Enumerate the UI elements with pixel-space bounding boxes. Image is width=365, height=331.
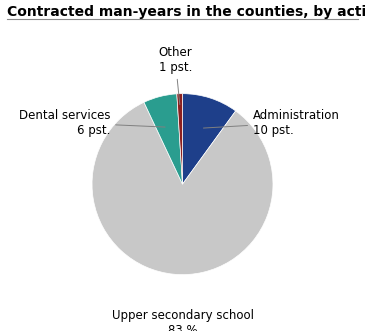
Wedge shape xyxy=(144,94,182,184)
Wedge shape xyxy=(92,102,273,275)
Wedge shape xyxy=(182,94,236,184)
Text: Contracted man-years in the counties, by activty: Contracted man-years in the counties, by… xyxy=(7,5,365,19)
Text: Dental services
6 pst.: Dental services 6 pst. xyxy=(19,109,165,137)
Text: Administration
10 pst.: Administration 10 pst. xyxy=(203,109,340,137)
Text: Other
1 pst.: Other 1 pst. xyxy=(158,46,192,105)
Wedge shape xyxy=(177,94,182,184)
Text: Upper secondary school
83 %: Upper secondary school 83 % xyxy=(111,309,254,331)
